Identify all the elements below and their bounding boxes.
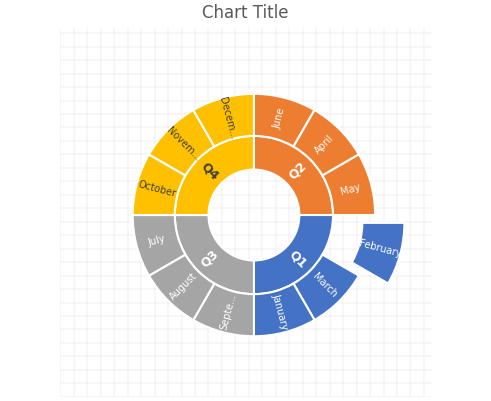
Wedge shape bbox=[352, 223, 405, 284]
Wedge shape bbox=[149, 255, 215, 320]
Wedge shape bbox=[133, 154, 186, 215]
Text: Septe...: Septe... bbox=[218, 292, 238, 331]
Text: Q1: Q1 bbox=[287, 248, 309, 271]
Wedge shape bbox=[149, 110, 215, 176]
Wedge shape bbox=[294, 255, 359, 320]
Wedge shape bbox=[133, 215, 186, 275]
Text: April: April bbox=[313, 133, 336, 156]
Text: Q3: Q3 bbox=[198, 248, 221, 271]
Wedge shape bbox=[294, 110, 359, 176]
Wedge shape bbox=[323, 154, 375, 215]
Text: Q2: Q2 bbox=[287, 160, 309, 182]
Wedge shape bbox=[254, 136, 333, 215]
Text: February: February bbox=[357, 238, 402, 259]
Text: January: January bbox=[270, 293, 290, 331]
Text: June: June bbox=[272, 107, 287, 130]
Wedge shape bbox=[175, 215, 254, 294]
Wedge shape bbox=[254, 94, 315, 146]
Text: August: August bbox=[167, 270, 199, 302]
Wedge shape bbox=[193, 94, 254, 146]
Wedge shape bbox=[193, 284, 254, 336]
Text: July: July bbox=[147, 234, 167, 248]
Wedge shape bbox=[254, 215, 333, 294]
Text: Q4: Q4 bbox=[198, 160, 221, 182]
Text: March: March bbox=[311, 272, 339, 300]
Title: Chart Title: Chart Title bbox=[202, 4, 289, 22]
Text: May: May bbox=[340, 182, 362, 196]
Wedge shape bbox=[175, 136, 254, 215]
Text: Novem...: Novem... bbox=[164, 125, 202, 163]
Wedge shape bbox=[254, 284, 315, 336]
Text: Decem...: Decem... bbox=[218, 96, 239, 141]
Text: October: October bbox=[137, 179, 177, 199]
